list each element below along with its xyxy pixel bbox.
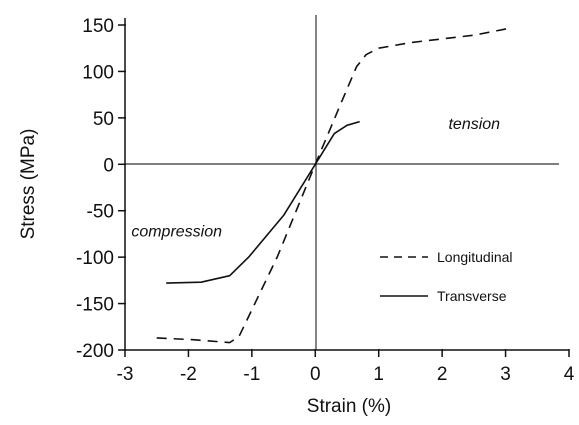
legend-label-transverse: Transverse bbox=[437, 288, 507, 304]
x-tick-label: -1 bbox=[243, 364, 260, 385]
y-tick-label: -200 bbox=[76, 341, 114, 362]
y-tick-label: -150 bbox=[76, 295, 114, 316]
y-tick-label: -50 bbox=[87, 202, 114, 223]
axes bbox=[124, 15, 569, 351]
x-tick-label: 4 bbox=[564, 364, 575, 385]
x-tick-label: 3 bbox=[500, 364, 511, 385]
legend-label-longitudinal: Longitudinal bbox=[437, 249, 513, 265]
x-tick-label: 0 bbox=[310, 364, 321, 385]
legend: Longitudinal Transverse bbox=[380, 249, 513, 304]
y-axis-title: Stress (MPa) bbox=[18, 129, 39, 240]
y-tick-label: 150 bbox=[82, 16, 114, 37]
series-line-transverse bbox=[166, 120, 360, 284]
y-ticks: 150 100 50 0 -50 -100 -150 -200 bbox=[76, 16, 126, 362]
annotation-tension: tension bbox=[448, 116, 500, 133]
x-tick-label: 2 bbox=[437, 364, 448, 385]
y-tick-label: -100 bbox=[76, 248, 114, 269]
x-tick-label: -3 bbox=[117, 364, 134, 385]
y-tick-label: 0 bbox=[103, 155, 114, 176]
x-axis-title: Strain (%) bbox=[307, 396, 391, 417]
x-ticks: -3 -2 -1 0 1 2 3 4 bbox=[117, 349, 575, 385]
y-tick-label: 50 bbox=[93, 109, 114, 130]
x-tick-label: 1 bbox=[373, 364, 384, 385]
series-line-longitudinal bbox=[156, 27, 513, 344]
x-tick-label: -2 bbox=[180, 364, 197, 385]
y-tick-label: 100 bbox=[82, 62, 114, 83]
series-layer bbox=[156, 27, 513, 344]
annotation-compression: compression bbox=[131, 224, 222, 241]
